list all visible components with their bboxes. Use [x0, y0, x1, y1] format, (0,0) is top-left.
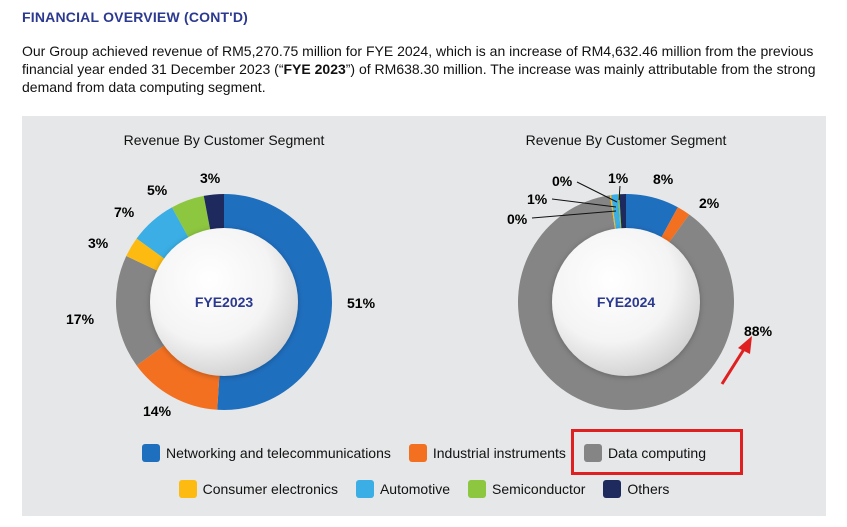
leader-line-semiconductor — [576, 181, 618, 203]
slice-industrial — [136, 344, 220, 410]
donut-fye2024: FYE2024 — [518, 194, 734, 410]
donut-charts: FYE2023 FYE2024 51% 14% 17% 3% 7% 5% 3% … — [66, 170, 773, 419]
slice-semiconductor — [617, 194, 622, 231]
slice-label-semiconductor: 5% — [147, 182, 168, 198]
slice-networking — [626, 194, 678, 239]
leader-line-consumer — [531, 210, 617, 219]
legend-label: Automotive — [379, 481, 451, 497]
slice-others — [203, 194, 224, 232]
slice-others — [619, 194, 626, 231]
slice-label-industrial: 2% — [699, 195, 720, 211]
legend-item: Networking and telecommunications — [141, 444, 391, 462]
slice-label-data-computing: 88% — [744, 323, 773, 339]
legend-swatch — [468, 480, 487, 498]
intro-paragraph: Our Group achieved revenue of RM5,270.75… — [22, 42, 830, 96]
slice-label-industrial: 14% — [143, 403, 172, 419]
legend-label: Semiconductor — [492, 481, 586, 497]
slice-industrial — [660, 207, 690, 244]
labels-fye2023: 51% 14% 17% 3% 7% 5% 3% — [66, 170, 376, 419]
slice-label-networking: 8% — [653, 171, 674, 187]
slice-label-others: 3% — [200, 170, 221, 186]
center-label: FYE2024 — [597, 294, 656, 310]
center-label: FYE2023 — [195, 294, 254, 310]
intro-text-2: ”) of RM638.30 million. The increase was… — [22, 61, 816, 95]
legend-label: Others — [627, 481, 670, 497]
legend-row-1: Networking and telecommunications Industr… — [22, 444, 826, 462]
donut-center — [150, 228, 298, 376]
chart-title-fye2023: Revenue By Customer Segment — [123, 132, 325, 148]
arrow-annotation — [720, 336, 752, 385]
legend-swatch — [583, 444, 602, 462]
legend-swatch — [603, 480, 622, 498]
leader-line-others — [618, 185, 621, 201]
donut-fye2023: FYE2023 — [116, 194, 333, 411]
legend-item: Others — [603, 480, 669, 498]
intro-bold: FYE 2023 — [283, 61, 346, 77]
highlight-box — [571, 429, 743, 475]
legend-swatch — [178, 480, 197, 498]
slice-networking — [217, 194, 333, 411]
slice-label-networking: 51% — [347, 295, 376, 311]
legend-swatch — [408, 444, 427, 462]
slice-label-semiconductor: 0% — [552, 173, 573, 189]
legend-label: Data computing — [607, 445, 706, 461]
labels-fye2024: 8% 2% 88% 0% 1% 0% 1% — [507, 170, 773, 339]
slice-label-data-computing: 17% — [66, 311, 95, 327]
legend-swatch — [355, 480, 374, 498]
slice-automotive — [611, 194, 621, 231]
slice-consumer — [126, 238, 166, 272]
legend-label: Networking and telecommunications — [165, 445, 391, 461]
donut-center — [552, 228, 700, 376]
legend-item: Industrial instruments — [408, 444, 566, 462]
slice-label-automotive: 1% — [527, 191, 548, 207]
slice-consumer — [609, 195, 617, 231]
slice-label-automotive: 7% — [114, 204, 135, 220]
legend-item: Consumer electronics — [178, 480, 338, 498]
chart-title-fye2024: Revenue By Customer Segment — [525, 132, 727, 148]
chart-panel: Revenue By Customer Segment Revenue By C… — [22, 116, 826, 516]
slice-label-consumer: 0% — [507, 211, 528, 227]
slice-label-consumer: 3% — [88, 235, 109, 251]
legend-row-2: Consumer electronics Automotive Semiconduc… — [22, 480, 826, 498]
legend-item: Data computing — [583, 444, 706, 462]
legend-label: Industrial instruments — [432, 445, 566, 461]
slice-data-computing — [518, 195, 734, 410]
slice-semiconductor — [171, 195, 211, 239]
legend-swatch — [141, 444, 160, 462]
legend-label: Consumer electronics — [202, 481, 338, 497]
leader-line-automotive — [551, 198, 617, 208]
intro-text-1: Our Group achieved revenue of RM5,270.75… — [22, 43, 814, 77]
legend-item: Semiconductor — [468, 480, 585, 498]
slice-label-others: 1% — [608, 170, 629, 186]
legend-item: Automotive — [355, 480, 451, 498]
section-heading: FINANCIAL OVERVIEW (CONT'D) — [22, 9, 248, 25]
